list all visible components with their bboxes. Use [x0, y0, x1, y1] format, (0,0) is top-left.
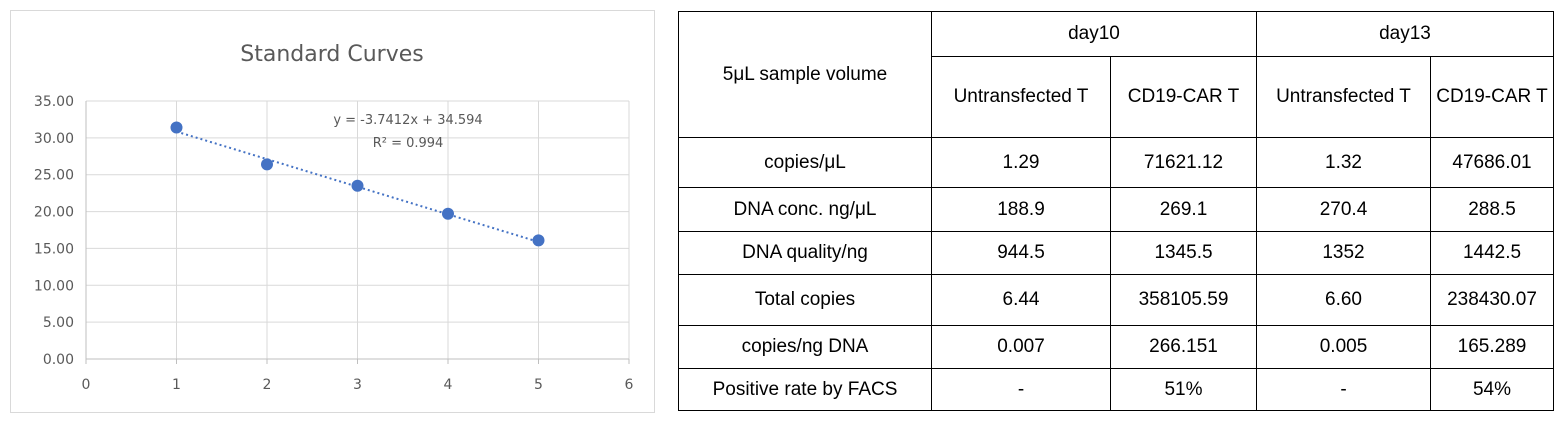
group-day13: day13: [1256, 11, 1554, 57]
y-tick-label: 20.00: [34, 205, 74, 221]
y-tick-label: 30.00: [34, 131, 74, 147]
standard-curve-chart: Standard Curves 0.00 5.00 10.00 15.00 20.00 2…: [34, 42, 634, 393]
table-cell: 165.289: [1430, 325, 1554, 369]
y-tick-label: 10.00: [34, 278, 74, 294]
chart-title: Standard Curves: [240, 42, 423, 67]
table-cell: 51%: [1110, 368, 1257, 411]
chart-panel: Standard Curves 0.00 5.00 10.00 15.00 20.00 2…: [10, 10, 655, 413]
table-cell: 71621.12: [1110, 137, 1257, 188]
group-day10: day10: [931, 11, 1257, 57]
x-axis-ticks: 0 1 2 3 4 5 6: [82, 377, 634, 393]
table-row: DNA conc. ng/μL 188.9 269.1 270.4 288.5: [678, 187, 1554, 232]
row-label: copies/μL: [678, 137, 932, 188]
y-tick-label: 25.00: [34, 168, 74, 184]
row-label: copies/ng DNA: [678, 325, 932, 369]
row-label: Positive rate by FACS: [678, 368, 932, 411]
row-label: DNA quality/ng: [678, 231, 932, 275]
x-tick-label: 1: [172, 377, 181, 393]
axes: [85, 101, 630, 364]
table-cell: 269.1: [1110, 187, 1257, 232]
table-row: Total copies 6.44 358105.59 6.60 238430.…: [678, 274, 1554, 326]
table-row: copies/ng DNA 0.007 266.151 0.005 165.28…: [678, 325, 1554, 369]
data-point: [442, 207, 454, 220]
data-point: [261, 158, 273, 171]
data-point: [351, 179, 364, 192]
table-cell: 6.44: [931, 274, 1111, 326]
y-tick-label: 0.00: [43, 352, 74, 368]
table-row: DNA quality/ng 944.5 1345.5 1352 1442.5: [678, 231, 1554, 275]
table-cell: 0.007: [931, 325, 1111, 369]
table-cell: 1.32: [1256, 137, 1431, 188]
subheader-day10-untransfected: Untransfected T: [931, 56, 1111, 138]
table-row: Positive rate by FACS - 51% - 54%: [678, 368, 1554, 411]
subheader-row: Untransfected T CD19-CAR T Untransfected…: [679, 56, 1554, 138]
table-cell: 238430.07: [1430, 274, 1554, 326]
table-cell: 358105.59: [1110, 274, 1257, 326]
table-cell: 288.5: [1430, 187, 1554, 232]
table-cell: 54%: [1430, 368, 1554, 411]
x-tick-label: 2: [263, 377, 272, 393]
table-cell: 1.29: [931, 137, 1111, 188]
table-cell: 270.4: [1256, 187, 1431, 232]
data-point: [532, 234, 545, 247]
subheader-day13-untransfected: Untransfected T: [1256, 56, 1431, 138]
table-cell: -: [931, 368, 1111, 411]
table-cell: 1352: [1256, 231, 1431, 275]
subheader-day10-car: CD19-CAR T: [1110, 56, 1257, 138]
x-tick-label: 4: [444, 377, 453, 393]
row-label: Total copies: [678, 274, 932, 326]
table-cell: 47686.01: [1430, 137, 1554, 188]
table-row: copies/μL 1.29 71621.12 1.32 47686.01: [678, 137, 1554, 188]
r-squared-label: R² = 0.994: [373, 136, 444, 151]
results-table: 5μL sample volume day10 day13 Untransfec…: [678, 11, 1554, 411]
table-cell: 6.60: [1256, 274, 1431, 326]
y-tick-label: 15.00: [34, 241, 74, 257]
group-header-row: 5μL sample volume day10 day13: [678, 11, 1554, 138]
data-points: [170, 121, 545, 247]
x-tick-label: 5: [534, 377, 543, 393]
y-axis-ticks: 0.00 5.00 10.00 15.00 20.00 25.00 30.00 35.00: [34, 94, 74, 368]
table-cell: 1442.5: [1430, 231, 1554, 275]
trendline-equation: y = -3.7412x + 34.594: [333, 113, 482, 128]
x-tick-label: 6: [625, 377, 634, 393]
x-tick-label: 0: [82, 377, 91, 393]
table-cell: 944.5: [931, 231, 1111, 275]
data-point: [170, 121, 183, 134]
subheader-day13-car: CD19-CAR T: [1430, 56, 1554, 138]
gridlines: [86, 100, 630, 359]
table-cell: 188.9: [931, 187, 1111, 232]
table-cell: -: [1256, 368, 1431, 411]
row-label: DNA conc. ng/μL: [678, 187, 932, 232]
y-tick-label: 5.00: [43, 315, 74, 331]
x-tick-label: 3: [353, 377, 362, 393]
trendline: [176, 130, 539, 243]
table-cell: 0.005: [1256, 325, 1431, 369]
corner-header: 5μL sample volume: [678, 11, 932, 138]
y-tick-label: 35.00: [34, 94, 74, 110]
table-cell: 1345.5: [1110, 231, 1257, 275]
table-cell: 266.151: [1110, 325, 1257, 369]
